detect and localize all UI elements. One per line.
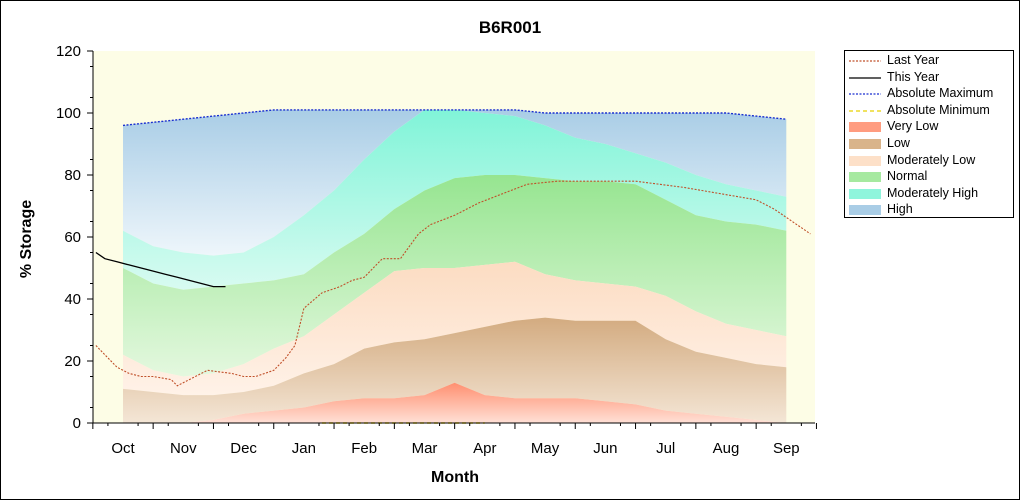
legend-label: Absolute Maximum [887,86,994,101]
legend-swatch [849,122,881,133]
y-tick-label: 40 [64,291,81,308]
legend-item: High [845,202,1013,218]
legend-label: Low [887,136,910,150]
x-tick-label: Apr [473,440,496,457]
y-axis-title: % Storage [18,200,35,278]
legend-item: Moderately High [845,186,1013,202]
legend: Last Year This Year Absolute Maximum Absolu… [844,50,1014,218]
y-tick-label: 100 [56,105,81,122]
legend-label: Normal [887,169,928,184]
x-tick-label: May [531,440,560,457]
y-tick-label: 60 [64,229,81,246]
y-tick-label: 20 [64,353,81,370]
legend-label: Moderately Low [887,152,976,167]
legend-swatch-box [849,139,881,149]
y-axis-ticks: 0 20 40 60 80 100 120 [56,43,93,432]
legend-swatch-box [849,155,881,166]
x-tick-label: Aug [713,440,740,457]
legend-item: Last Year [845,53,1013,69]
absolute-maximum-line [122,109,787,127]
y-tick-label: 120 [56,43,81,60]
x-tick-label: Jun [593,440,617,457]
band-very-low [123,382,787,423]
legend-swatch-box [849,172,881,183]
legend-swatch [849,188,881,199]
legend-item: Moderately Low [845,153,1013,169]
band-moderately-high [123,109,787,290]
percentile-bands [123,109,787,423]
legend-swatch-box [849,205,881,216]
x-axis-title: Month [431,469,479,486]
legend-swatch [849,93,881,95]
x-tick-label: Feb [351,440,377,457]
x-tick-label: Nov [170,440,197,457]
band-low [123,317,787,423]
legend-label: Last Year [887,53,940,67]
x-tick-label: Dec [230,440,257,457]
band-moderately-low [123,261,787,396]
x-tick-label: Jul [656,440,675,457]
x-tick-label: Mar [412,440,438,457]
legend-item: Very Low [845,119,1013,135]
legend-label: Very Low [887,119,939,134]
legend-item: Absolute Minimum [845,103,1013,119]
legend-swatch [849,172,881,183]
legend-swatch [849,139,881,149]
legend-label: Absolute Minimum [887,102,990,117]
y-tick-label: 0 [73,415,81,432]
band-normal [123,175,787,377]
y-tick-label: 80 [64,167,81,184]
last-year-line [95,180,811,387]
legend-swatch-box [849,188,881,199]
band-high [123,109,787,256]
chart-title: B6R001 [479,18,541,37]
legend-item: Absolute Maximum [845,86,1013,102]
legend-label: Moderately High [887,185,979,200]
legend-swatch [849,155,881,166]
legend-swatch-box [849,122,881,133]
legend-label: This Year [887,69,940,84]
legend-swatch [849,76,881,79]
legend-swatch [849,60,881,62]
legend-item: This Year [845,70,1013,86]
legend-item: Normal [845,169,1013,185]
this-year-line [95,251,226,288]
legend-label: High [887,202,913,217]
legend-item: Low [845,136,1013,152]
x-tick-label: Oct [111,440,135,457]
x-tick-label: Sep [773,440,800,457]
legend-swatch [849,205,881,216]
x-tick-label: Jan [292,440,316,457]
legend-swatch [849,110,881,112]
x-axis-ticks: Oct Nov Dec Jan Feb Mar Apr May Jun Jul Aug Sep [92,423,817,457]
